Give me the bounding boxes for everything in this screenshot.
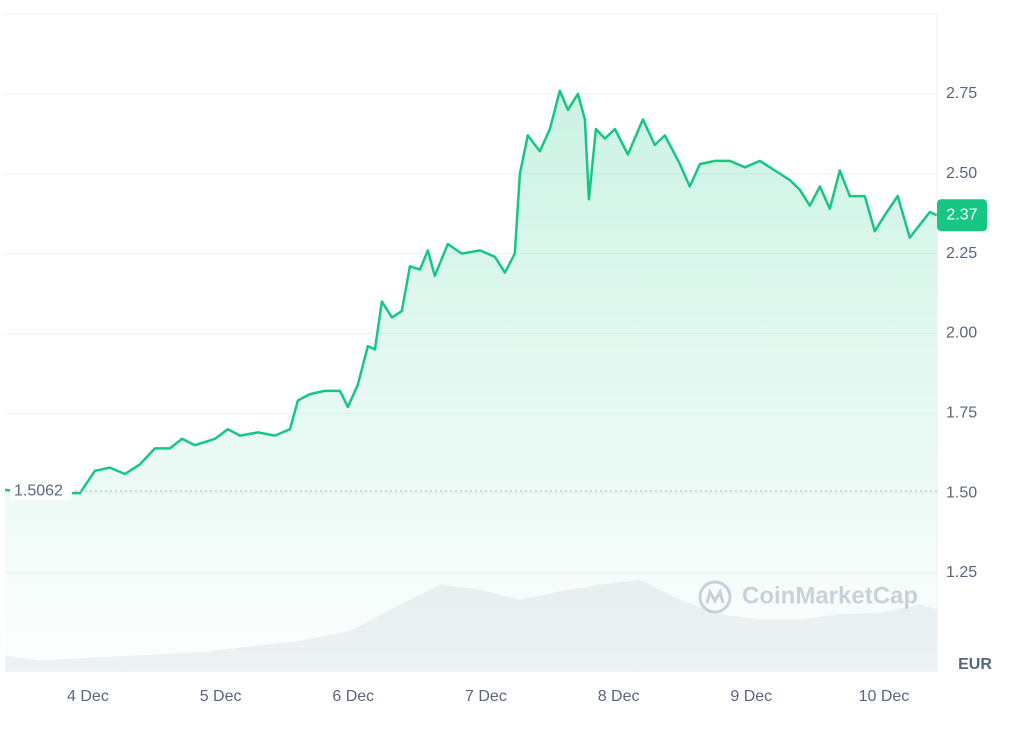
reference-label-bg [10, 480, 72, 501]
y-tick-label: 1.25 [946, 564, 977, 581]
y-tick-label: 2.50 [946, 165, 977, 182]
x-tick-label: 10 Dec [859, 688, 910, 705]
price-line [4, 89, 938, 495]
reference-label: 1.5062 [14, 482, 63, 499]
y-tick-label: 2.75 [946, 85, 977, 102]
y-tick-label: 2.25 [946, 245, 977, 262]
x-tick-label: 6 Dec [332, 688, 374, 705]
x-tick-label: 5 Dec [200, 688, 242, 705]
x-tick-label: 8 Dec [598, 688, 640, 705]
price-area [5, 90, 937, 672]
currency-label: EUR [958, 656, 992, 673]
y-tick-label: 2.00 [946, 325, 977, 342]
x-tick-label: 4 Dec [67, 688, 109, 705]
y-tick-label: 1.50 [946, 484, 977, 501]
y-tick-label: 1.75 [946, 404, 977, 421]
last-price-tag [937, 199, 987, 232]
x-tick-label: 9 Dec [730, 688, 772, 705]
x-tick-label: 7 Dec [465, 688, 507, 705]
last-price-label: 2.37 [946, 206, 977, 223]
